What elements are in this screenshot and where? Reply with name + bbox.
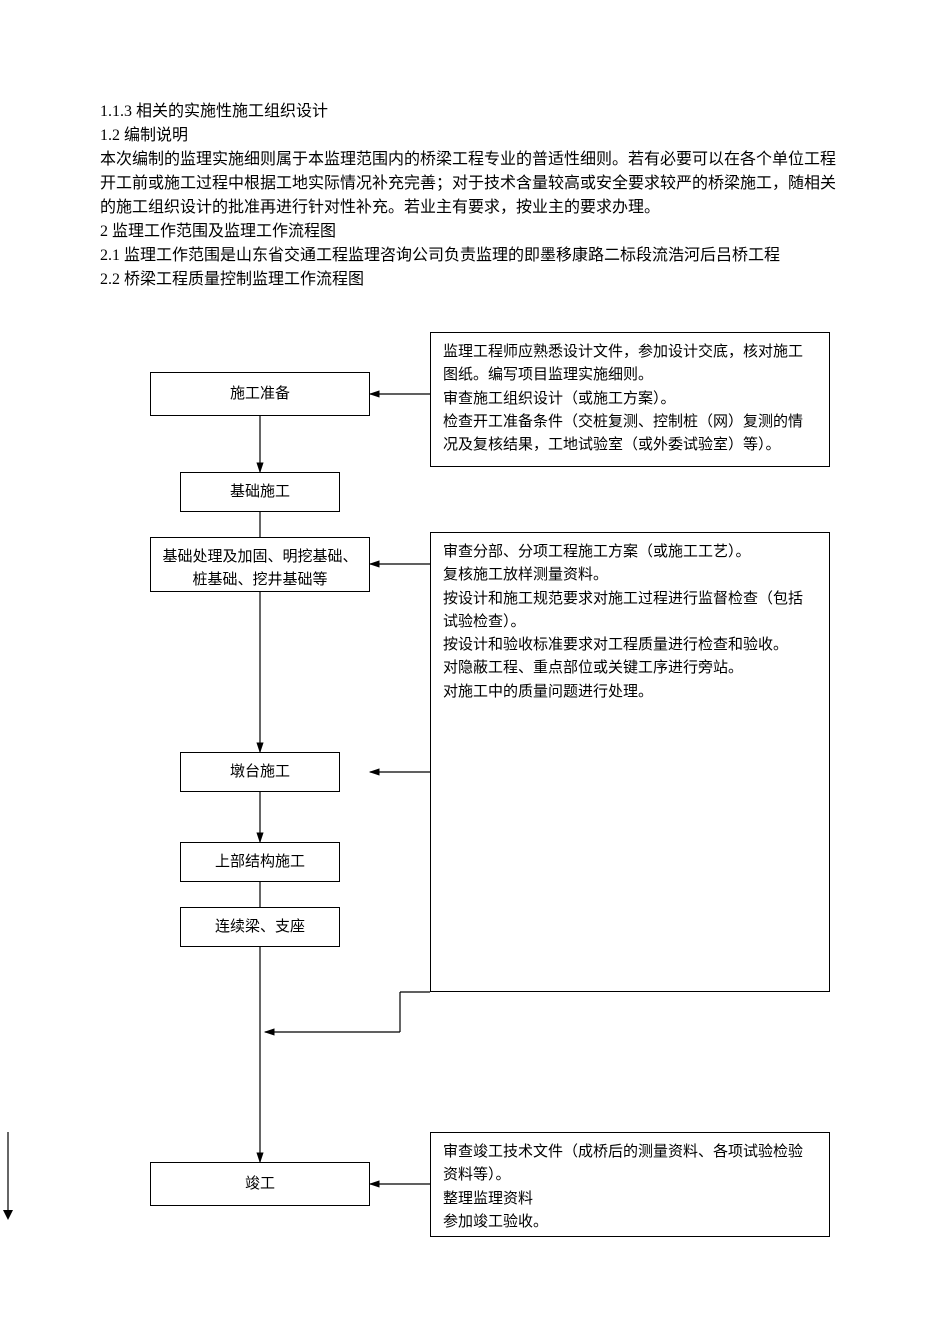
flowchart: 施工准备 基础施工 基础处理及加固、明挖基础、桩基础、挖井基础等 墩台施工 上部… (100, 332, 850, 1292)
info-process-l5: 对隐蔽工程、重点部位或关键工序进行旁站。 (443, 657, 817, 680)
p-2: 2 监理工作范围及监理工作流程图 (100, 220, 850, 244)
info-process-l4: 按设计和验收标准要求对工程质量进行检查和验收。 (443, 634, 817, 657)
info-process-l6: 对施工中的质量问题进行处理。 (443, 681, 817, 704)
p-desc: 本次编制的监理实施细则属于本监理范围内的桥梁工程专业的普适性细则。若有必要可以在… (100, 148, 850, 220)
info-prep: 监理工程师应熟悉设计文件，参加设计交底，核对施工图纸。编写项目监理实施细则。 审… (430, 332, 830, 467)
node-foundation: 基础施工 (180, 472, 340, 512)
node-super-label: 上部结构施工 (215, 851, 305, 874)
info-prep-l1: 监理工程师应熟悉设计文件，参加设计交底，核对施工图纸。编写项目监理实施细则。 (443, 341, 817, 388)
node-super: 上部结构施工 (180, 842, 340, 882)
node-beam: 连续梁、支座 (180, 907, 340, 947)
p-1-2: 1.2 编制说明 (100, 124, 850, 148)
info-prep-l2: 审查施工组织设计（或施工方案）。 (443, 388, 817, 411)
info-process-l1: 审查分部、分项工程施工方案（或施工工艺）。 (443, 541, 817, 564)
node-foundation-detail: 基础处理及加固、明挖基础、桩基础、挖井基础等 (150, 537, 370, 592)
document-text: 1.1.3 相关的实施性施工组织设计 1.2 编制说明 本次编制的监理实施细则属… (100, 100, 850, 292)
p-2-2: 2.2 桥梁工程质量控制监理工作流程图 (100, 268, 850, 292)
node-beam-label: 连续梁、支座 (215, 916, 305, 939)
node-complete: 竣工 (150, 1162, 370, 1206)
info-complete-l3: 参加竣工验收。 (443, 1211, 817, 1234)
info-process: 审查分部、分项工程施工方案（或施工工艺）。 复核施工放样测量资料。 按设计和施工… (430, 532, 830, 992)
node-foundation-detail-label: 基础处理及加固、明挖基础、桩基础、挖井基础等 (162, 549, 357, 588)
node-pier-label: 墩台施工 (230, 761, 290, 784)
cropped-arrow (0, 1132, 20, 1222)
node-foundation-label: 基础施工 (230, 481, 290, 504)
node-prep: 施工准备 (150, 372, 370, 416)
info-complete: 审查竣工技术文件（成桥后的测量资料、各项试验检验资料等）。 整理监理资料 参加竣… (430, 1132, 830, 1237)
info-process-l2: 复核施工放样测量资料。 (443, 564, 817, 587)
info-complete-l1: 审查竣工技术文件（成桥后的测量资料、各项试验检验资料等）。 (443, 1141, 817, 1188)
node-prep-label: 施工准备 (230, 383, 290, 406)
node-complete-label: 竣工 (245, 1173, 275, 1196)
p-2-1: 2.1 监理工作范围是山东省交通工程监理咨询公司负责监理的即墨移康路二标段流浩河… (100, 244, 850, 268)
p-1-1-3: 1.1.3 相关的实施性施工组织设计 (100, 100, 850, 124)
info-prep-l3: 检查开工准备条件（交桩复测、控制桩（网）复测的情况及复核结果，工地试验室（或外委… (443, 411, 817, 458)
node-pier: 墩台施工 (180, 752, 340, 792)
info-complete-l2: 整理监理资料 (443, 1188, 817, 1211)
info-process-l3: 按设计和施工规范要求对施工过程进行监督检查（包括试验检查）。 (443, 588, 817, 635)
